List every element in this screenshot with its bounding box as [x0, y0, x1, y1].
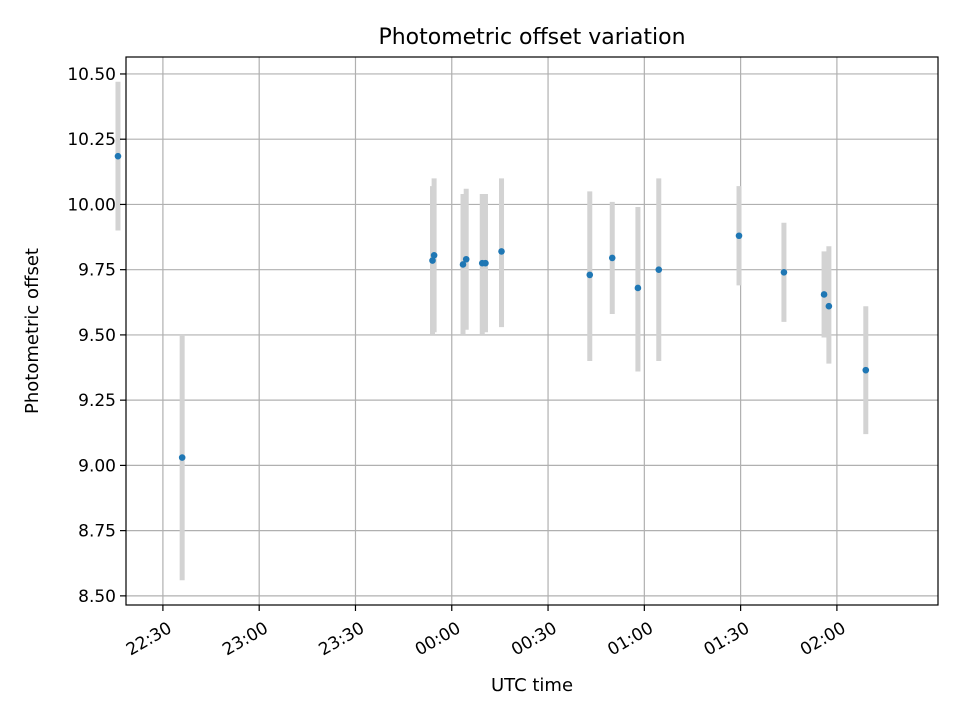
x-axis-label: UTC time [491, 675, 573, 696]
chart-title: Photometric offset variation [378, 25, 685, 50]
y-tick-label: 10.25 [67, 130, 116, 150]
y-axis-label: Photometric offset [22, 248, 43, 414]
data-point [430, 252, 438, 259]
y-tick-label: 10.00 [67, 195, 116, 215]
y-tick-label: 9.50 [78, 326, 116, 346]
data-point [825, 302, 833, 310]
data-point [780, 268, 788, 276]
y-tick-label: 8.75 [78, 522, 116, 542]
data-point [608, 254, 616, 262]
data-point [862, 366, 870, 374]
data-point [178, 454, 186, 461]
data-point [655, 266, 663, 273]
y-tick-label: 10.50 [67, 65, 116, 85]
grid-lines [126, 57, 938, 605]
data-point [735, 232, 743, 240]
data-point [459, 261, 467, 268]
data-point [482, 259, 489, 267]
data-point [429, 257, 436, 264]
plot-frame [125, 56, 939, 606]
data-points [114, 152, 870, 461]
data-point [586, 271, 594, 279]
data-point [634, 284, 642, 292]
data-point [820, 291, 828, 298]
y-tick-label: 9.25 [78, 391, 116, 411]
y-tick-label: 9.00 [78, 456, 116, 476]
data-point [114, 152, 122, 160]
y-tick-label: 9.75 [78, 261, 116, 281]
data-point [498, 248, 505, 255]
data-point [462, 255, 470, 263]
y-tick-label: 8.50 [78, 587, 116, 607]
